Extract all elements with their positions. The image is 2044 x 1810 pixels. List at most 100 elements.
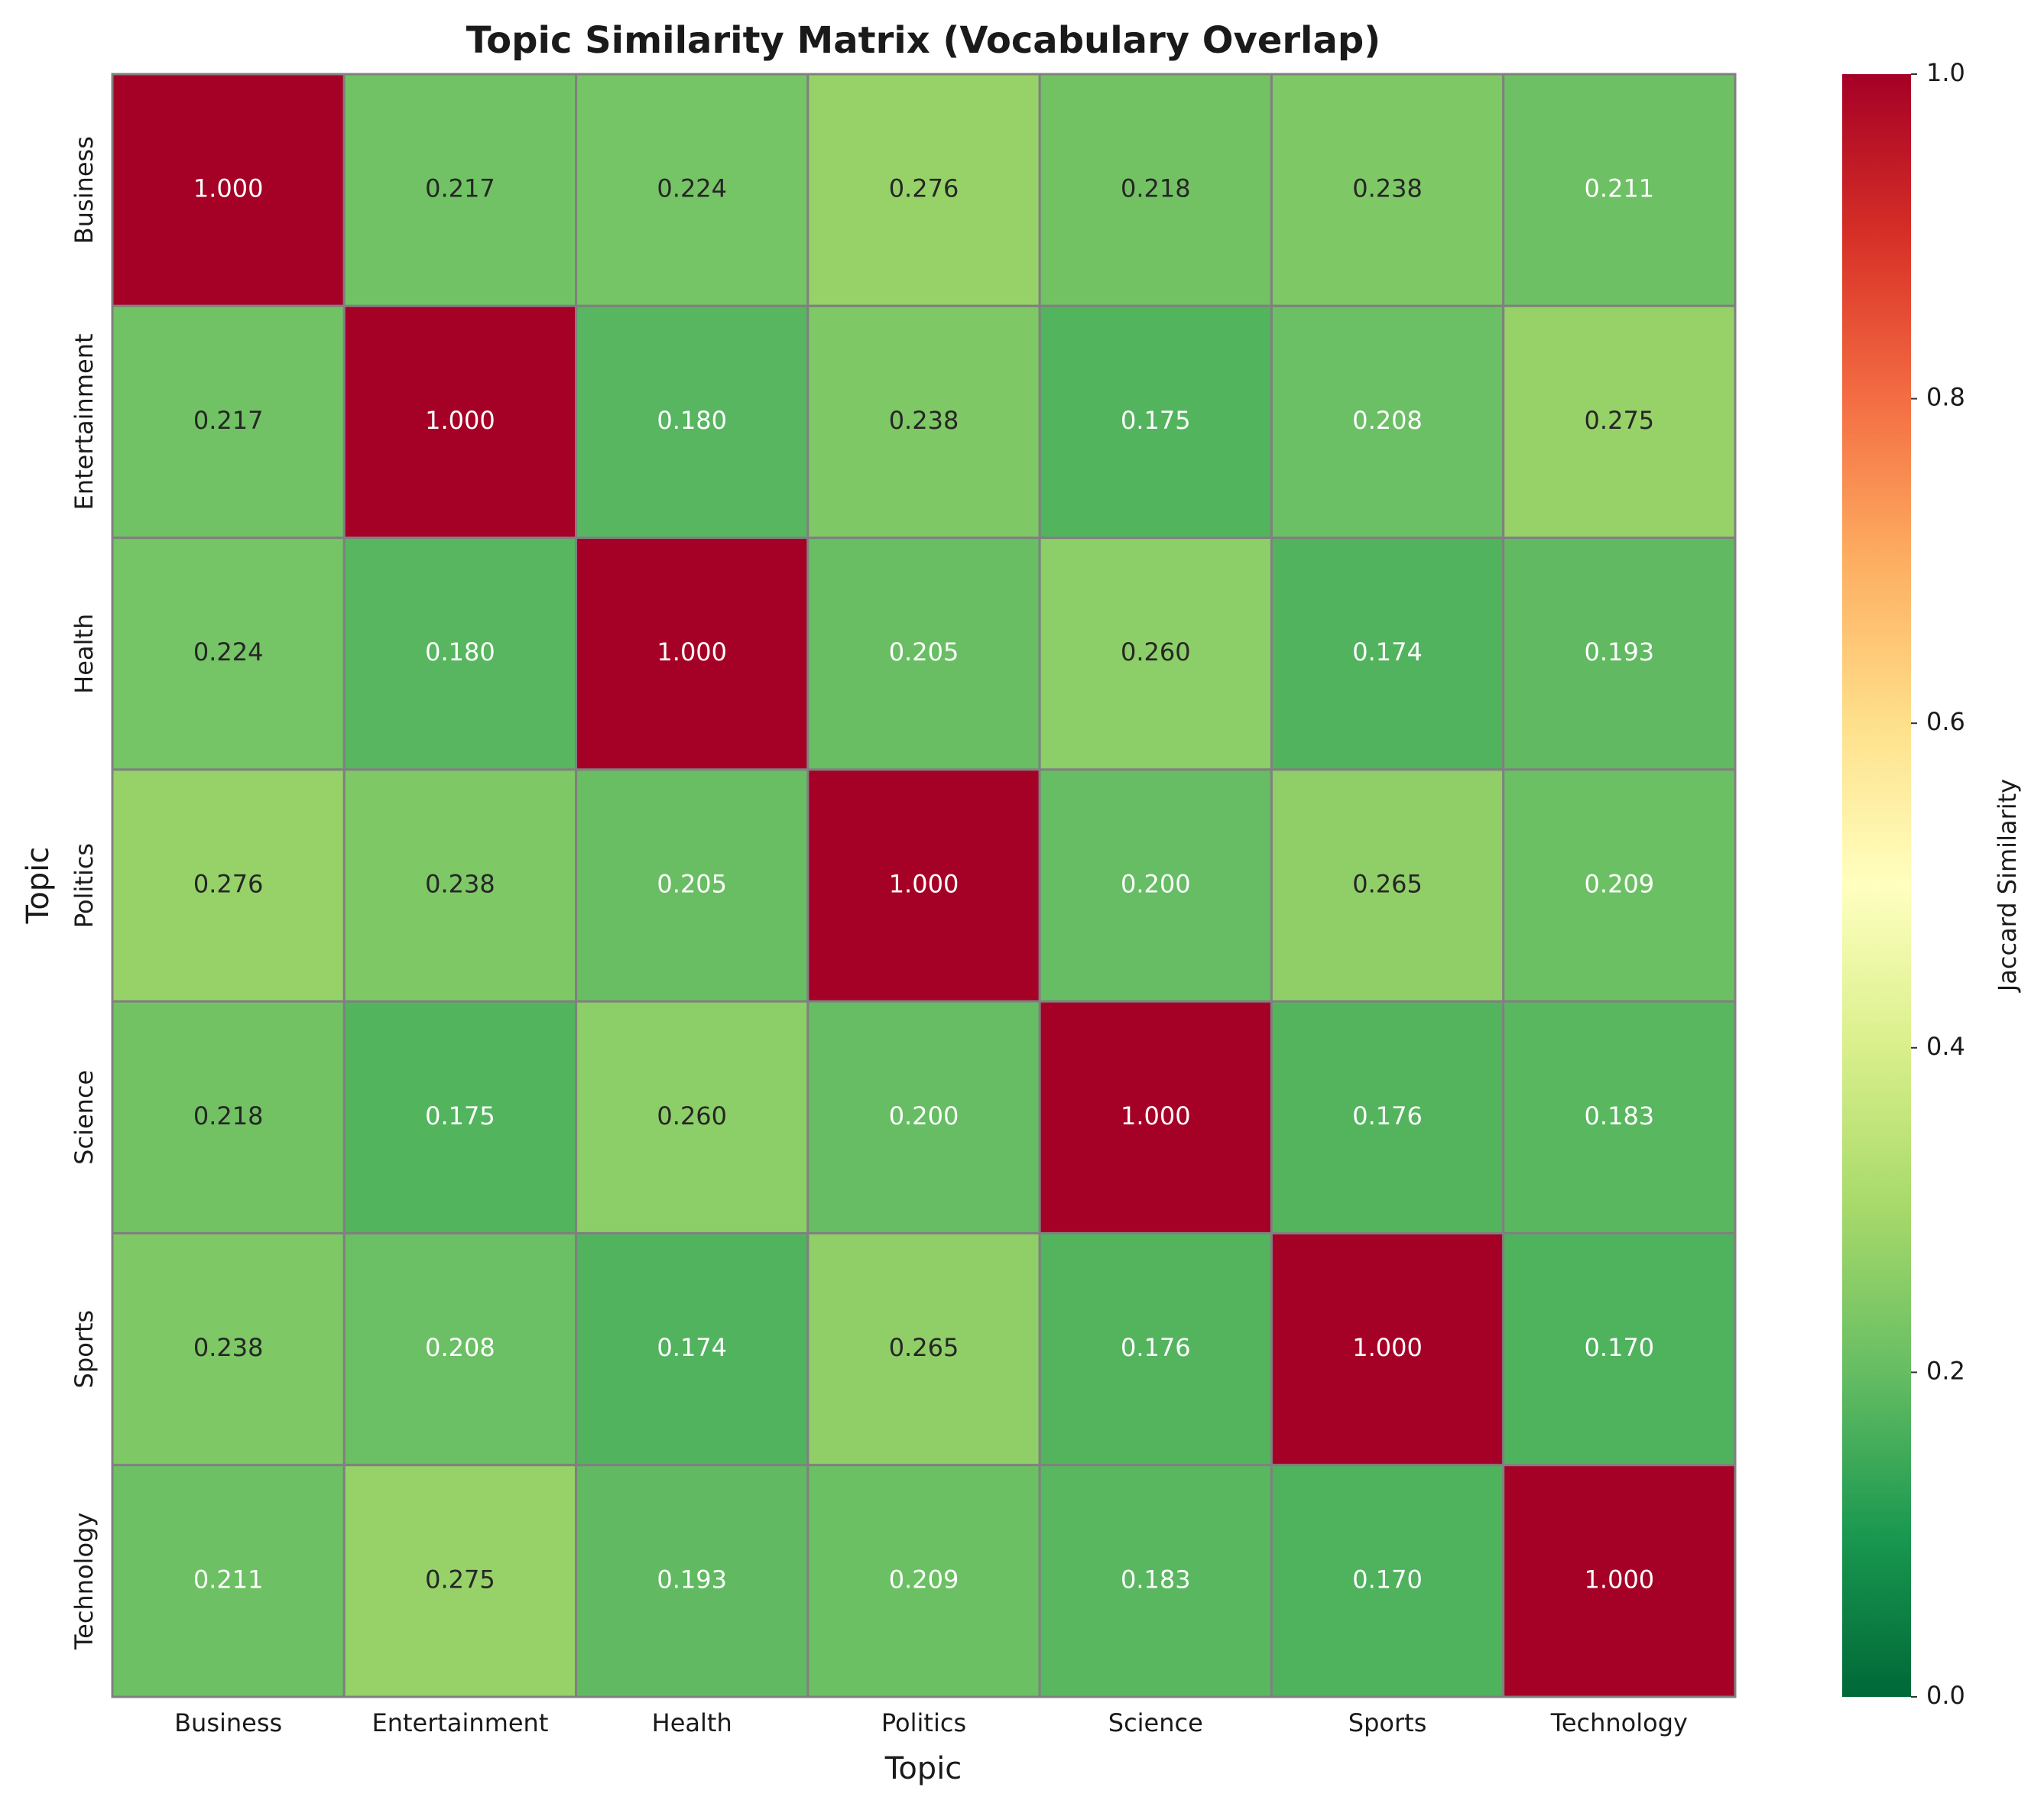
cell-label: 0.211 — [1585, 174, 1655, 203]
cell-label: 0.180 — [425, 637, 495, 667]
colorbar-tick-label: 0.2 — [1926, 1356, 1965, 1385]
heatmap-cell — [111, 537, 346, 771]
cell-label: 0.205 — [889, 637, 959, 667]
cell-label: 1.000 — [425, 406, 495, 435]
cell-label: 0.218 — [1121, 174, 1191, 203]
y-tick-label: Science — [70, 1070, 99, 1165]
heatmap-cell — [111, 73, 346, 307]
y-tick-label: Technology — [70, 1513, 99, 1650]
heatmap-cell — [1502, 537, 1737, 771]
x-tick-label: Politics — [881, 1708, 966, 1737]
cell-label: 0.238 — [889, 406, 959, 435]
heatmap-cell — [575, 1000, 809, 1234]
heatmap-cell — [575, 1464, 809, 1698]
cell-label: 0.218 — [193, 1101, 264, 1130]
heatmap-cell — [575, 304, 809, 540]
cell-label: 0.276 — [889, 174, 959, 203]
cell-label: 0.174 — [1352, 637, 1423, 667]
heatmap-cell — [1270, 73, 1505, 307]
cell-label: 0.238 — [1352, 174, 1423, 203]
heatmap-cell — [111, 768, 346, 1003]
heatmap-cell — [1502, 304, 1737, 540]
cell-label: 0.170 — [1585, 1333, 1655, 1362]
colorbar-tick-label: 1.0 — [1926, 58, 1965, 87]
cell-label: 0.175 — [425, 1101, 495, 1130]
heatmap-cell — [1038, 304, 1273, 540]
colorbar — [1842, 74, 1911, 1697]
x-tick-label: Business — [174, 1708, 282, 1737]
heatmap-cell — [1270, 1464, 1505, 1698]
cell-label: 1.000 — [193, 174, 264, 203]
chart-title: Topic Similarity Matrix (Vocabulary Over… — [466, 19, 1381, 62]
heatmap-cell — [1502, 1231, 1737, 1467]
cell-label: 0.208 — [1352, 406, 1423, 435]
cell-label: 0.238 — [193, 1333, 264, 1362]
cell-label: 0.205 — [657, 870, 727, 899]
cell-label: 0.217 — [193, 406, 264, 435]
cell-label: 0.193 — [1585, 637, 1655, 667]
cell-label: 0.200 — [1121, 870, 1191, 899]
heatmap-cell — [1038, 1231, 1273, 1467]
cell-label: 0.224 — [657, 174, 727, 203]
heatmap-cell — [111, 304, 346, 540]
cell-label: 0.193 — [657, 1565, 727, 1594]
colorbar-tick-label: 0.6 — [1926, 707, 1965, 736]
cell-label: 0.174 — [657, 1333, 727, 1362]
colorbar-tick-label: 0.0 — [1926, 1681, 1965, 1710]
cell-label: 0.180 — [657, 406, 727, 435]
cell-label: 1.000 — [657, 637, 727, 667]
cell-label: 0.275 — [425, 1565, 495, 1594]
heatmap-cell — [575, 1231, 809, 1467]
heatmap-cell — [575, 537, 809, 771]
y-tick-label: Politics — [70, 843, 99, 928]
cell-label: 0.209 — [889, 1565, 959, 1594]
x-tick-label: Science — [1108, 1708, 1203, 1737]
heatmap-cell — [1038, 1464, 1273, 1698]
cell-label: 0.238 — [425, 870, 495, 899]
cell-label: 1.000 — [1121, 1101, 1191, 1130]
heatmap-cell — [806, 768, 1041, 1003]
colorbar-label: Jaccard Similarity — [1993, 779, 2022, 993]
cell-label: 0.211 — [193, 1565, 264, 1594]
heatmap-cell — [1270, 768, 1505, 1003]
y-tick-label: Sports — [70, 1310, 99, 1389]
cell-label: 0.217 — [425, 174, 495, 203]
cell-label: 1.000 — [1585, 1565, 1655, 1594]
heatmap-cell — [806, 537, 1041, 771]
cell-label: 0.209 — [1585, 870, 1655, 899]
heatmap-cell — [1038, 73, 1273, 307]
heatmap-cell — [806, 1464, 1041, 1698]
heatmap-cell — [1502, 768, 1737, 1003]
x-tick-label: Sports — [1348, 1708, 1427, 1737]
heatmap-cell — [342, 1231, 578, 1467]
cell-label: 0.183 — [1585, 1101, 1655, 1130]
cell-label: 1.000 — [1352, 1333, 1423, 1362]
heatmap-cell — [342, 73, 578, 307]
cell-label: 0.265 — [889, 1333, 959, 1362]
heatmap-cell — [1038, 537, 1273, 771]
cell-label: 0.183 — [1121, 1565, 1191, 1594]
x-tick-label: Entertainment — [371, 1708, 548, 1737]
x-tick-label: Technology — [1550, 1708, 1688, 1737]
cell-label: 0.276 — [193, 870, 264, 899]
x-tick-label: Health — [652, 1708, 732, 1737]
heatmap-cell — [111, 1000, 346, 1234]
colorbar-tick-label: 0.4 — [1926, 1032, 1965, 1061]
heatmap-cell — [342, 537, 578, 771]
heatmap-cell — [111, 1231, 346, 1467]
heatmap-cell — [1270, 304, 1505, 540]
cell-label: 0.260 — [657, 1101, 727, 1130]
cell-label: 0.176 — [1352, 1101, 1423, 1130]
cell-label: 0.260 — [1121, 637, 1191, 667]
heatmap-cell — [806, 73, 1041, 307]
x-axis-label: Topic — [884, 1751, 962, 1786]
y-tick-label: Business — [70, 136, 99, 244]
cell-label: 0.200 — [889, 1101, 959, 1130]
cell-label: 0.275 — [1585, 406, 1655, 435]
heatmap-cell — [806, 1231, 1041, 1467]
cell-label: 0.170 — [1352, 1565, 1423, 1594]
cell-label: 0.208 — [425, 1333, 495, 1362]
colorbar-tick-label: 0.8 — [1926, 383, 1965, 412]
cell-label: 1.000 — [889, 870, 959, 899]
